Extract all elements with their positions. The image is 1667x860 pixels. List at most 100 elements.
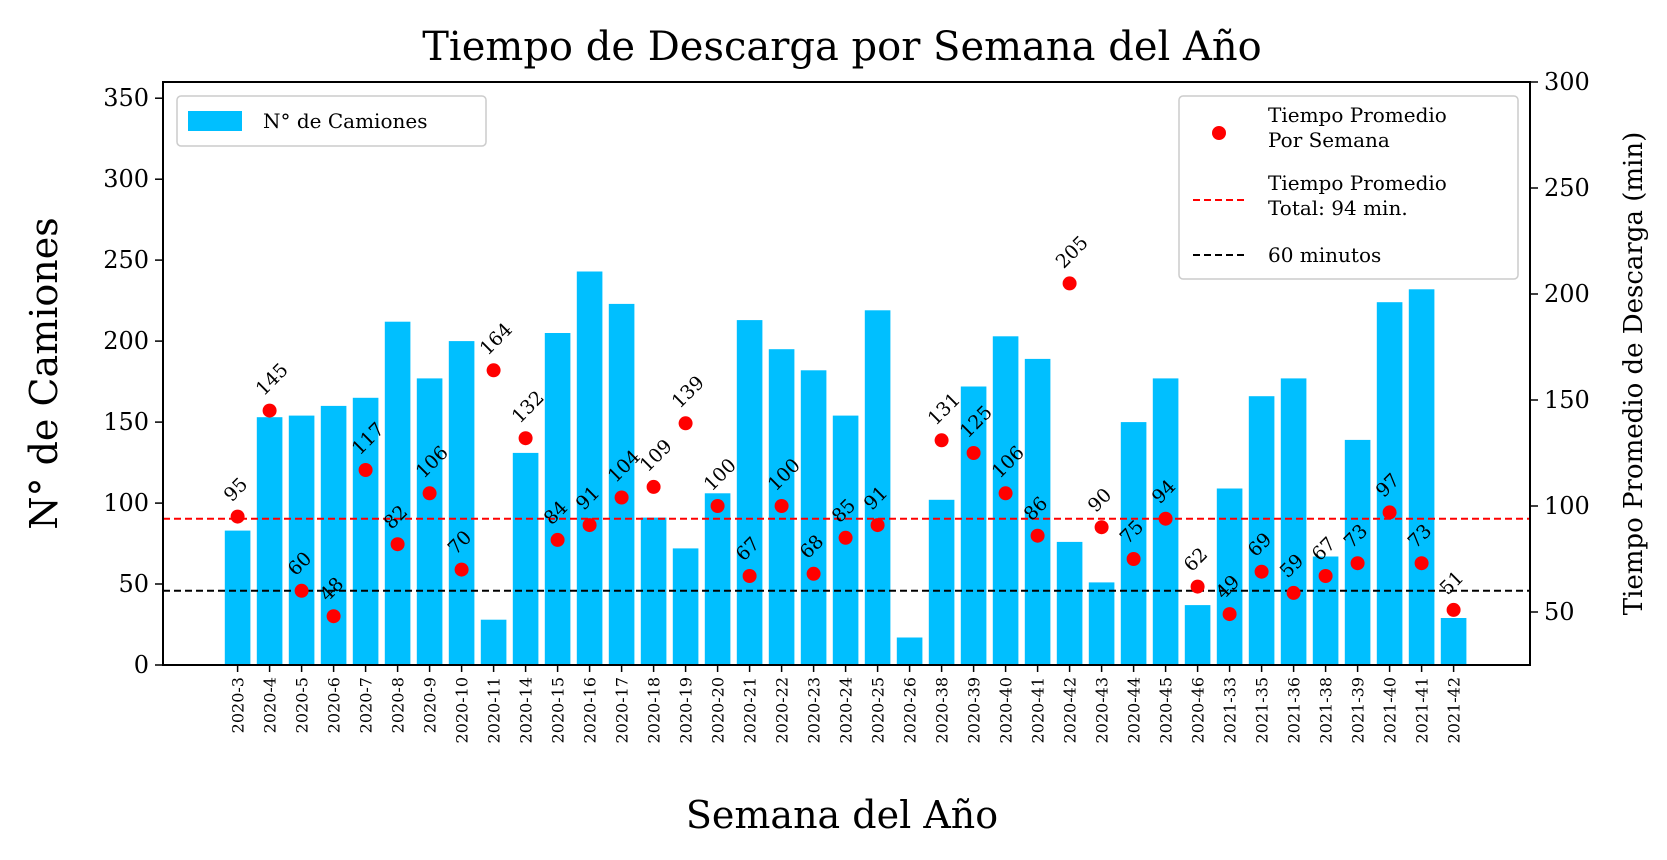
x-tick-label: 2020-11 <box>485 677 504 743</box>
x-tick-label: 2021-40 <box>1381 677 1400 743</box>
bar <box>1024 358 1051 665</box>
x-tick-label: 2020-15 <box>549 677 568 743</box>
data-point <box>1350 556 1365 571</box>
data-point <box>870 518 885 533</box>
data-label: 90 <box>1084 484 1117 517</box>
bar <box>1056 541 1083 665</box>
y-tick-label: 0 <box>134 651 149 679</box>
y2-tick-label: 150 <box>1544 386 1590 414</box>
legend-right-box <box>1178 95 1519 280</box>
data-point <box>1382 505 1397 520</box>
data-point <box>614 490 629 505</box>
bar <box>928 499 955 665</box>
chart-title: Tiempo de Descarga por Semana del Año <box>422 24 1262 70</box>
data-point <box>358 463 373 477</box>
data-point <box>486 363 501 378</box>
bar <box>256 417 283 665</box>
x-tick-label: 2020-22 <box>773 677 792 743</box>
data-point <box>838 530 853 545</box>
data-point <box>454 562 469 577</box>
x-tick-label: 2020-41 <box>1029 677 1048 743</box>
x-tick-label: 2021-39 <box>1349 677 1368 743</box>
legend-label-points: Por Semana <box>1268 128 1390 152</box>
x-tick-label: 2021-36 <box>1285 677 1304 743</box>
bar <box>480 619 507 665</box>
x-tick-label: 2020-46 <box>1189 677 1208 743</box>
bar <box>704 493 731 665</box>
x-tick-label: 2020-44 <box>1125 677 1144 743</box>
bar <box>896 637 923 665</box>
y-tick-label: 100 <box>103 489 149 517</box>
data-label: 132 <box>508 387 549 428</box>
data-point <box>1318 569 1333 583</box>
x-tick-label: 2020-24 <box>837 677 856 743</box>
bar <box>320 405 347 665</box>
x-axis-label: Semana del Año <box>686 793 998 837</box>
legend-label-60: 60 minutos <box>1268 243 1381 267</box>
bar <box>672 548 699 665</box>
data-point <box>1190 579 1205 594</box>
data-point <box>1094 520 1109 535</box>
plot-frame <box>162 81 1531 666</box>
y2-axis-label: Tiempo Promedio de Descarga (min) <box>1619 132 1649 616</box>
x-tick-label: 2020-10 <box>453 677 472 743</box>
bar <box>288 415 315 665</box>
data-point <box>742 569 757 583</box>
data-point <box>1158 511 1173 526</box>
x-tick-label: 2020-40 <box>997 677 1016 743</box>
data-label: 95 <box>220 473 253 506</box>
legend-swatch-bars <box>188 111 242 131</box>
y-tick-label: 300 <box>103 165 149 193</box>
data-point <box>710 499 725 513</box>
y-tick-label: 350 <box>103 84 149 112</box>
data-point <box>1446 602 1461 617</box>
bar <box>1088 582 1115 665</box>
x-tick-label: 2020-21 <box>741 677 760 743</box>
legend-label-bars: N° de Camiones <box>263 109 427 133</box>
x-tick-label: 2020-23 <box>805 677 824 743</box>
x-tick-label: 2020-5 <box>293 677 312 733</box>
bar <box>224 530 251 665</box>
data-point <box>1286 585 1301 600</box>
y-tick-label: 150 <box>103 408 149 436</box>
x-tick-label: 2020-3 <box>229 677 248 733</box>
x-tick-label: 2021-35 <box>1253 677 1272 743</box>
y-tick-label: 50 <box>118 570 149 598</box>
legend-label-points: Tiempo Promedio <box>1268 103 1447 127</box>
x-tick-label: 2020-9 <box>421 677 440 733</box>
bar <box>960 386 987 665</box>
bar <box>416 378 443 665</box>
x-tick-label: 2020-43 <box>1093 677 1112 743</box>
data-point <box>294 583 309 598</box>
bar <box>1440 618 1467 665</box>
data-point <box>230 509 245 524</box>
data-label: 205 <box>1052 232 1093 273</box>
x-tick-label: 2020-38 <box>933 677 952 743</box>
data-point <box>966 446 981 460</box>
x-tick-label: 2020-19 <box>677 677 696 743</box>
bar <box>1248 396 1275 665</box>
x-tick-label: 2020-26 <box>901 677 920 743</box>
x-tick-label: 2020-16 <box>581 677 600 743</box>
data-point <box>1030 528 1045 543</box>
y2-tick-label: 200 <box>1544 280 1590 308</box>
x-tick-label: 2020-14 <box>517 677 536 743</box>
data-point <box>646 479 661 494</box>
data-point <box>678 416 693 431</box>
data-point <box>934 433 949 448</box>
bar <box>608 303 635 665</box>
data-label: 51 <box>1436 567 1469 600</box>
y-tick-label: 250 <box>103 246 149 274</box>
legend-label-avg: Total: 94 min. <box>1268 196 1408 220</box>
data-label: 100 <box>700 454 741 495</box>
data-point <box>774 499 789 513</box>
data-point <box>1222 607 1237 622</box>
data-point <box>998 486 1013 501</box>
bar <box>544 333 571 665</box>
data-point <box>1254 564 1269 579</box>
y2-tick-label: 50 <box>1544 598 1575 626</box>
legend-marker-points <box>1212 126 1226 140</box>
bar <box>864 310 891 665</box>
x-tick-label: 2020-25 <box>869 677 888 743</box>
